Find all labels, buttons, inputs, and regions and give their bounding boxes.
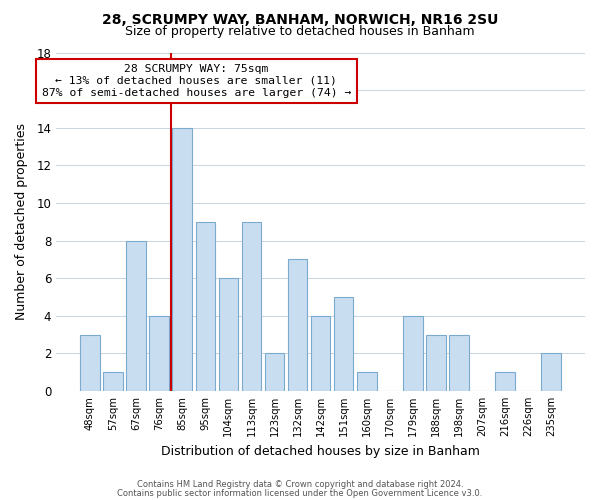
X-axis label: Distribution of detached houses by size in Banham: Distribution of detached houses by size … xyxy=(161,444,480,458)
Bar xyxy=(449,334,469,391)
Text: Size of property relative to detached houses in Banham: Size of property relative to detached ho… xyxy=(125,25,475,38)
Y-axis label: Number of detached properties: Number of detached properties xyxy=(15,123,28,320)
Bar xyxy=(149,316,169,391)
Bar xyxy=(196,222,215,391)
Bar xyxy=(311,316,331,391)
Text: Contains public sector information licensed under the Open Government Licence v3: Contains public sector information licen… xyxy=(118,488,482,498)
Bar xyxy=(403,316,422,391)
Text: Contains HM Land Registry data © Crown copyright and database right 2024.: Contains HM Land Registry data © Crown c… xyxy=(137,480,463,489)
Bar xyxy=(127,240,146,391)
Bar xyxy=(426,334,446,391)
Bar xyxy=(334,297,353,391)
Bar xyxy=(218,278,238,391)
Bar xyxy=(541,354,561,391)
Text: 28, SCRUMPY WAY, BANHAM, NORWICH, NR16 2SU: 28, SCRUMPY WAY, BANHAM, NORWICH, NR16 2… xyxy=(102,12,498,26)
Bar xyxy=(495,372,515,391)
Bar xyxy=(172,128,192,391)
Bar xyxy=(357,372,377,391)
Bar xyxy=(80,334,100,391)
Bar xyxy=(265,354,284,391)
Text: 28 SCRUMPY WAY: 75sqm
← 13% of detached houses are smaller (11)
87% of semi-deta: 28 SCRUMPY WAY: 75sqm ← 13% of detached … xyxy=(41,64,351,98)
Bar xyxy=(288,260,307,391)
Bar xyxy=(103,372,123,391)
Bar xyxy=(242,222,261,391)
